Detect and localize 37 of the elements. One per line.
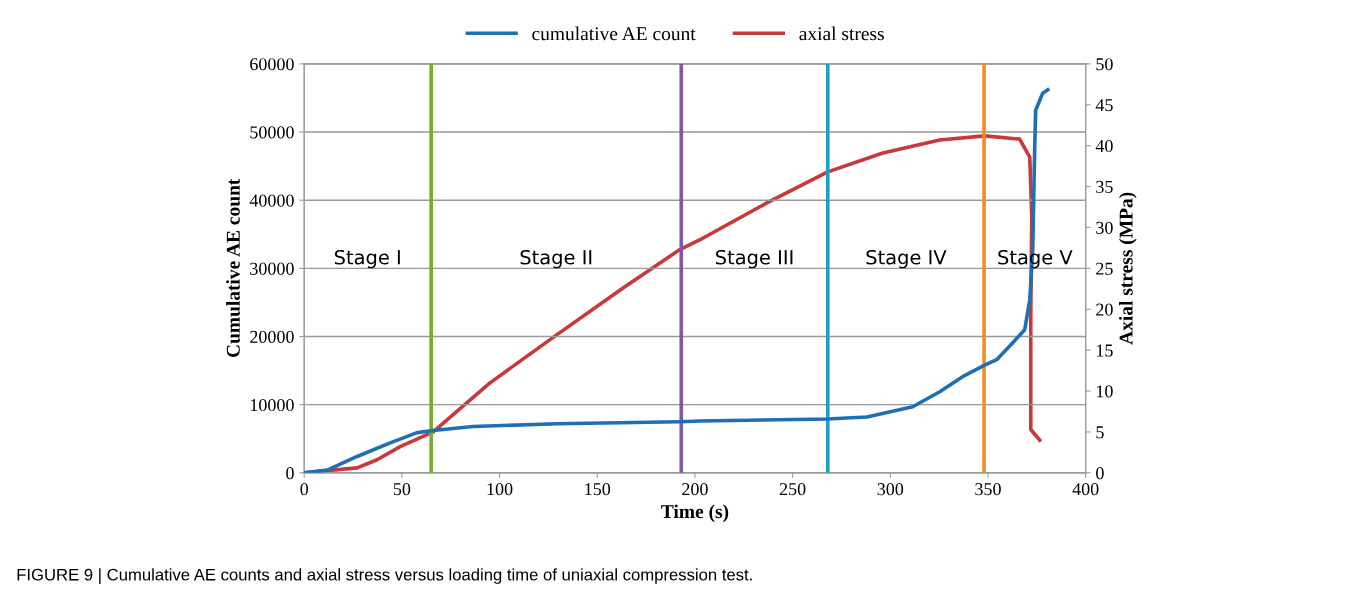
y2-tick-label: 25 <box>1096 262 1113 275</box>
y-tick-label: 0 <box>286 467 294 480</box>
y-tick-label: 10000 <box>250 398 294 412</box>
x-tick-label: 50 <box>393 483 411 496</box>
x-tick-label: 100 <box>487 483 513 496</box>
legend-label: cumulative AE count <box>532 26 696 41</box>
y2-tick-label: 45 <box>1095 99 1113 112</box>
y2-tick-label: 40 <box>1095 139 1113 153</box>
x-tick-label: 300 <box>877 483 904 496</box>
y2-tick-label: 50 <box>1096 58 1113 71</box>
y2-tick-label: 35 <box>1096 180 1113 193</box>
x-tick-label: 150 <box>585 483 611 496</box>
y2-tick-label: 30 <box>1096 221 1113 234</box>
x-axis-title: Time (s) <box>661 504 729 523</box>
x-tick-label: 0 <box>300 483 309 496</box>
y2-axis-title: Axial stress (MPa) <box>1118 192 1137 345</box>
x-tick-label: 350 <box>975 483 1001 496</box>
y2-tick-label: 10 <box>1096 385 1113 398</box>
y-axis-title: Cumulative AE count <box>226 178 240 358</box>
legend-label: axial stress <box>799 26 884 41</box>
x-tick-label: 400 <box>1072 483 1099 496</box>
y2-tick-label: 20 <box>1096 303 1113 316</box>
y-tick-label: 50000 <box>250 126 294 139</box>
x-tick-label: 250 <box>779 483 806 496</box>
x-tick-label: 200 <box>682 483 708 496</box>
y2-tick-label: 15 <box>1096 344 1113 357</box>
y2-tick-label: 5 <box>1096 426 1104 439</box>
annotation: Stage IV <box>866 249 947 269</box>
y2-tick-label: 0 <box>1096 467 1104 480</box>
y-tick-label: 40000 <box>249 194 294 207</box>
annotation: Stage II <box>520 249 592 269</box>
y-tick-label: 20000 <box>250 330 294 343</box>
y-tick-label: 60000 <box>250 58 294 71</box>
annotation: Stage III <box>716 249 793 269</box>
caption: FIGURE 9 | Cumulative AE counts and axial stress versus loading time of uniaxial compression test. <box>17 568 752 584</box>
annotation: Stage I <box>334 249 400 269</box>
y-tick-label: 30000 <box>250 262 294 275</box>
